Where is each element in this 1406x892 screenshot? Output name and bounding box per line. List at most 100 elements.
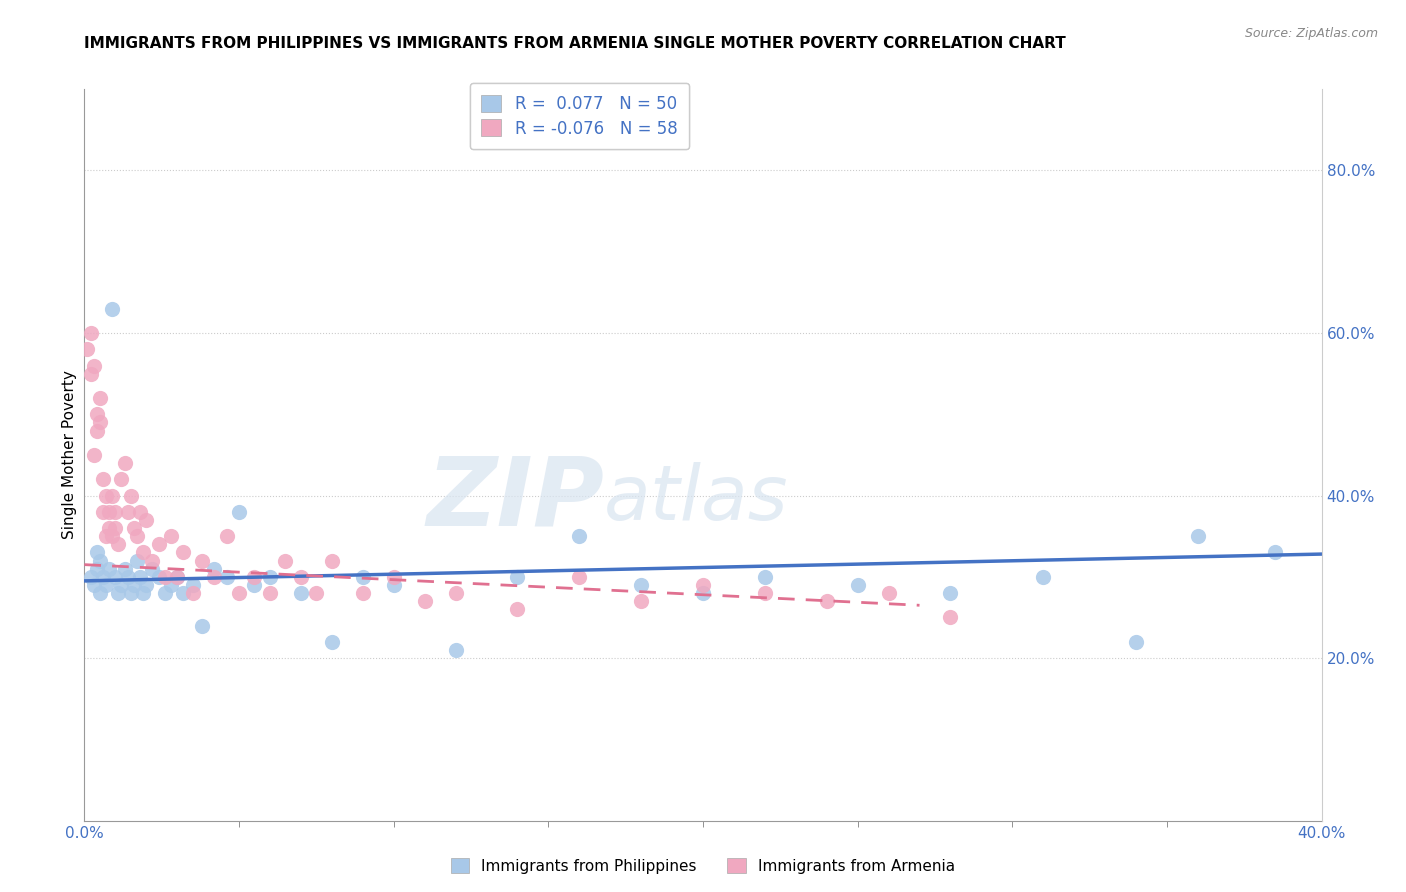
Point <box>125 553 148 567</box>
Legend: R =  0.077   N = 50, R = -0.076   N = 58: R = 0.077 N = 50, R = -0.076 N = 58 <box>470 83 689 149</box>
Point <box>290 570 312 584</box>
Point <box>160 578 183 592</box>
Point <box>83 359 105 373</box>
Point <box>101 489 124 503</box>
Point <box>191 553 214 567</box>
Point <box>107 537 129 551</box>
Point <box>129 570 152 584</box>
Point <box>568 570 591 584</box>
Point <box>382 578 405 592</box>
Point <box>754 586 776 600</box>
Point <box>86 407 108 421</box>
Point <box>148 537 170 551</box>
Point <box>89 586 111 600</box>
Point <box>110 472 132 486</box>
Point <box>153 586 176 600</box>
Point <box>120 489 142 503</box>
Point <box>132 545 155 559</box>
Point <box>129 505 152 519</box>
Point <box>321 553 343 567</box>
Point <box>122 578 145 592</box>
Point <box>1187 529 1209 543</box>
Point <box>228 586 250 600</box>
Text: IMMIGRANTS FROM PHILIPPINES VS IMMIGRANTS FROM ARMENIA SINGLE MOTHER POVERTY COR: IMMIGRANTS FROM PHILIPPINES VS IMMIGRANT… <box>84 36 1066 51</box>
Legend: Immigrants from Philippines, Immigrants from Armenia: Immigrants from Philippines, Immigrants … <box>444 852 962 880</box>
Point <box>94 529 117 543</box>
Point <box>107 586 129 600</box>
Point <box>101 301 124 316</box>
Point <box>1264 545 1286 559</box>
Point <box>413 594 436 608</box>
Point <box>135 578 157 592</box>
Point <box>148 570 170 584</box>
Point <box>110 578 132 592</box>
Point <box>141 562 163 576</box>
Point <box>1032 570 1054 584</box>
Point <box>321 635 343 649</box>
Point <box>259 586 281 600</box>
Point <box>568 529 591 543</box>
Text: atlas: atlas <box>605 462 789 536</box>
Point <box>101 529 124 543</box>
Point <box>1125 635 1147 649</box>
Point <box>98 521 121 535</box>
Point <box>114 456 136 470</box>
Point <box>846 578 869 592</box>
Point <box>172 545 194 559</box>
Point <box>91 570 114 584</box>
Point <box>352 570 374 584</box>
Point <box>94 578 117 592</box>
Point <box>76 343 98 357</box>
Point <box>86 545 108 559</box>
Point <box>243 578 266 592</box>
Point <box>215 529 238 543</box>
Text: Source: ZipAtlas.com: Source: ZipAtlas.com <box>1244 27 1378 40</box>
Point <box>79 367 101 381</box>
Point <box>444 643 467 657</box>
Point <box>630 578 652 592</box>
Point <box>181 586 204 600</box>
Point <box>815 594 838 608</box>
Point <box>191 618 214 632</box>
Point <box>89 553 111 567</box>
Point <box>939 610 962 624</box>
Point <box>89 391 111 405</box>
Point <box>83 448 105 462</box>
Point <box>939 586 962 600</box>
Point <box>181 578 204 592</box>
Point <box>98 562 121 576</box>
Point <box>166 570 188 584</box>
Point <box>290 586 312 600</box>
Point <box>120 586 142 600</box>
Text: ZIP: ZIP <box>426 452 605 545</box>
Point <box>630 594 652 608</box>
Point <box>877 586 900 600</box>
Point <box>122 521 145 535</box>
Point <box>104 521 127 535</box>
Point <box>166 570 188 584</box>
Point <box>117 505 139 519</box>
Point <box>86 562 108 576</box>
Point <box>215 570 238 584</box>
Point <box>202 562 225 576</box>
Point <box>135 513 157 527</box>
Point <box>754 570 776 584</box>
Point <box>202 570 225 584</box>
Point <box>79 570 101 584</box>
Point <box>89 416 111 430</box>
Point <box>382 570 405 584</box>
Point <box>305 586 328 600</box>
Point <box>692 586 714 600</box>
Point <box>160 529 183 543</box>
Point <box>506 570 529 584</box>
Point <box>83 578 105 592</box>
Point <box>153 570 176 584</box>
Y-axis label: Single Mother Poverty: Single Mother Poverty <box>62 370 77 540</box>
Point <box>132 586 155 600</box>
Point <box>104 570 127 584</box>
Point <box>98 505 121 519</box>
Point <box>172 586 194 600</box>
Point <box>692 578 714 592</box>
Point <box>352 586 374 600</box>
Point <box>117 570 139 584</box>
